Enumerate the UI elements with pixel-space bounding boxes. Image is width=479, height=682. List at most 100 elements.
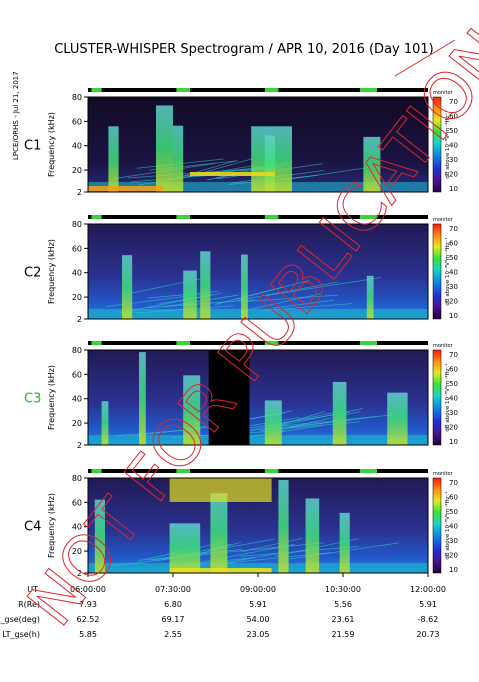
colorbar-header: monitor [433, 343, 454, 349]
side-label: LPCE/ORHS - Jul 21, 2017 [12, 71, 20, 160]
emission-streak [237, 281, 337, 301]
status-marker [91, 341, 102, 345]
colorbar-header: monitor [433, 90, 454, 96]
colorbar-tick-label: 20 [449, 552, 458, 560]
emission-burst [387, 392, 408, 445]
ephemeris-label: Lat_gse(deg) [0, 615, 40, 624]
y-axis-label: Frequency (kHz) [47, 493, 56, 558]
ephemeris-value: 6.80 [164, 600, 182, 609]
colorbar-tick-label: 40 [449, 269, 458, 277]
x-tick-label: 12:00:00 [410, 585, 446, 594]
emission-burst [332, 381, 347, 445]
x-tick-label: 09:00:00 [240, 585, 276, 594]
panel-c2: 2 20 40 60 80 Frequency (kHz) C2 monitor 10 20 30 4… [24, 215, 458, 324]
colorbar-tick-label: 50 [449, 380, 458, 388]
panel-c3: 2 20 40 60 80 Frequency (kHz) C3 monitor 10 20 30 4… [24, 341, 458, 450]
status-marker [360, 215, 377, 219]
emission-streak [272, 299, 335, 309]
status-marker [360, 469, 377, 473]
colorbar-tick-label: 50 [449, 508, 458, 516]
y-axis-label: Frequency (kHz) [47, 239, 56, 304]
emission-streak [244, 294, 339, 302]
emission-burst [305, 498, 320, 573]
panel-label: C2 [24, 266, 41, 281]
colorbar-label: dB above 10⁻⁸V²m⁻²Hz⁻¹ [444, 363, 451, 431]
y-tick-label: 80 [72, 474, 82, 483]
y-tick-label: 40 [72, 142, 82, 151]
emission-burst [101, 401, 109, 445]
low-freq-band [88, 309, 428, 319]
ephemeris-value: 21.59 [332, 630, 355, 639]
colorbar-tick-label: 20 [449, 298, 458, 306]
y-tick-label: 20 [72, 293, 82, 302]
panel-frame [87, 96, 429, 193]
status-marker [176, 469, 190, 473]
status-marker [176, 88, 190, 92]
panels-group: 2 20 40 60 80 Frequency (kHz) C1 monitor 10 20 30 4… [24, 88, 458, 578]
status-marker [264, 88, 279, 92]
panel-frame [87, 223, 429, 320]
ephemeris-value: 23.61 [332, 615, 355, 624]
emission-burst [94, 499, 105, 573]
ephemeris-value: 5.91 [249, 600, 267, 609]
emission-streak [265, 277, 382, 296]
emission-burst [210, 493, 228, 573]
colorbar-tick-label: 50 [449, 254, 458, 262]
emission-burst [363, 136, 381, 192]
ephemeris-value: -8.62 [418, 615, 439, 624]
x-axis-label: UT [27, 585, 38, 594]
emission-burst [169, 523, 201, 573]
panel-label: C1 [24, 139, 41, 154]
colorbar-tick-label: 20 [449, 171, 458, 179]
panel-c1: 2 20 40 60 80 Frequency (kHz) C1 monitor 10 20 30 4… [24, 88, 458, 197]
colorbar-tick-label: 60 [449, 240, 458, 248]
yellow-emission [169, 568, 272, 573]
orange-emission [88, 186, 163, 191]
emission-burst [241, 254, 248, 319]
y-tick-label: 20 [72, 166, 82, 175]
y-tick-label: 60 [72, 117, 82, 126]
data-gap [208, 350, 250, 445]
ephemeris-label: LT_gse(h) [2, 630, 40, 639]
status-marker [264, 469, 279, 473]
colorbar [432, 349, 442, 446]
low-freq-band [88, 435, 428, 445]
y-tick-label: 20 [72, 419, 82, 428]
y-tick-label: 80 [72, 93, 82, 102]
emission-streak [283, 166, 370, 181]
panel-frame [87, 349, 429, 446]
panel-label: C4 [24, 520, 41, 535]
yellow-emission [169, 478, 272, 502]
chart-title: CLUSTER-WHISPER Spectrogram / APR 10, 20… [54, 42, 434, 57]
colorbar-tick-label: 40 [449, 395, 458, 403]
emission-burst [173, 125, 184, 192]
emission-streak [290, 411, 360, 428]
x-tick-label: 07:30:00 [155, 585, 191, 594]
y-tick-label: 2 [77, 441, 82, 450]
y-tick-label: 40 [72, 269, 82, 278]
emission-burst [366, 275, 374, 319]
emission-burst [264, 135, 275, 192]
status-marker [360, 341, 377, 345]
y-axis-label: Frequency (kHz) [47, 365, 56, 430]
panel-c4: 2 20 40 60 80 Frequency (kHz) C4 monitor 10 20 30 4… [24, 469, 458, 578]
status-bar [88, 341, 428, 345]
y-axis-label: Frequency (kHz) [47, 112, 56, 177]
status-marker [360, 88, 377, 92]
status-marker [91, 469, 102, 473]
colorbar-tick-label: 10 [449, 312, 458, 320]
colorbar-header: monitor [433, 471, 454, 477]
status-marker [176, 341, 190, 345]
colorbar-tick-label: 30 [449, 537, 458, 545]
status-marker [176, 215, 190, 219]
status-marker [91, 88, 102, 92]
colorbar-tick-label: 10 [449, 438, 458, 446]
emission-burst [139, 352, 146, 445]
colorbar [432, 96, 442, 193]
emission-burst [183, 270, 197, 319]
status-marker [264, 215, 279, 219]
y-tick-label: 60 [72, 244, 82, 253]
y-tick-label: 60 [72, 498, 82, 507]
